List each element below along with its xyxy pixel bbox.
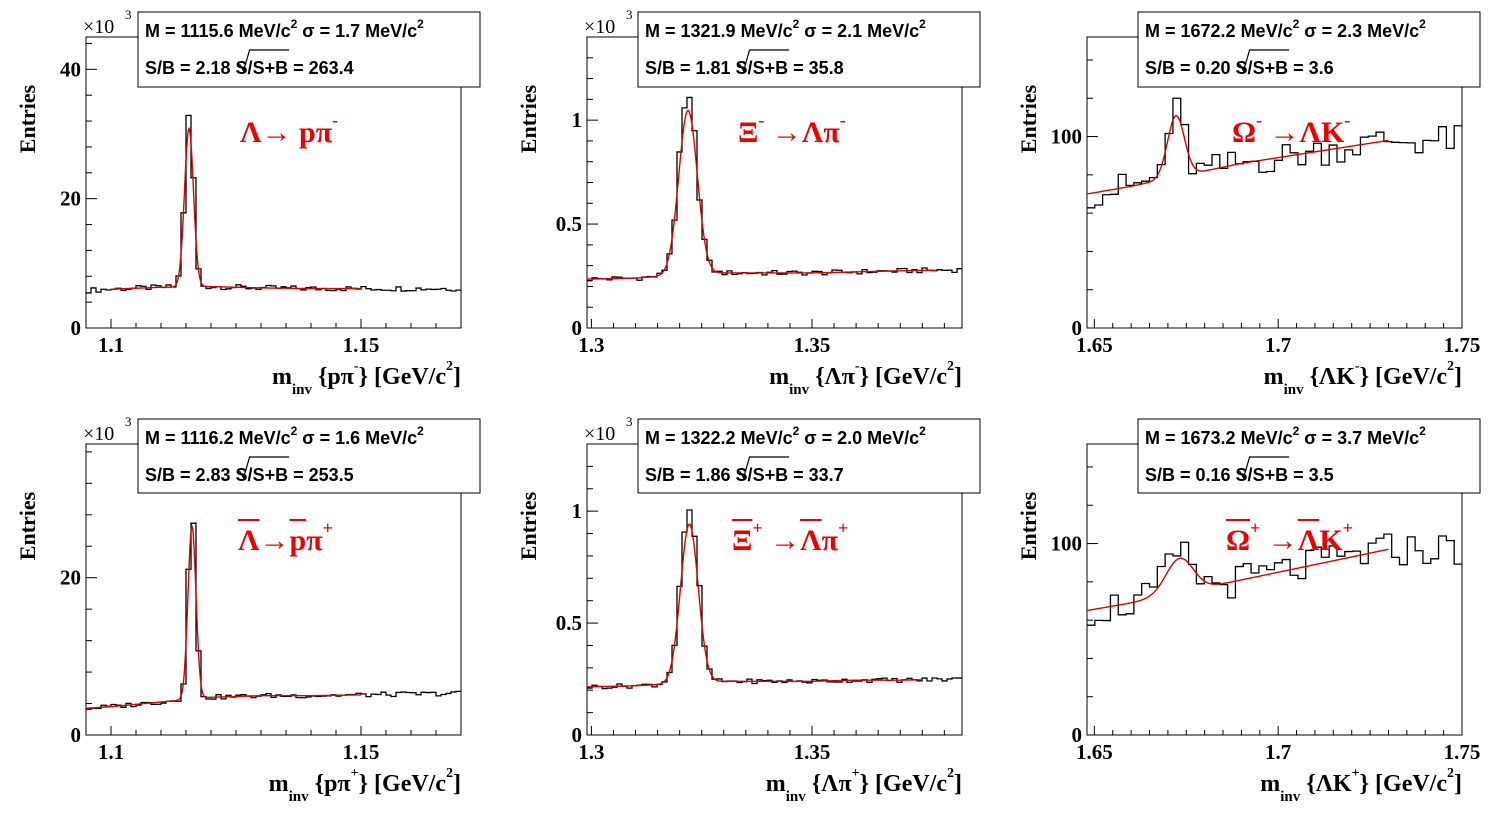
panel-1: 1.1 1.15 0 20 40×10 3 Entries minv {pπ-} [GeV/c… [15,7,481,398]
y-tick-label: 100 [1051,125,1083,149]
stats-line-mass: M = 1672.2 MeV/c2 σ = 2.3 MeV/c2 [1145,17,1426,41]
stats-line-significance: S/B = 1.86 S/S+B = 33.7 [645,465,844,485]
histogram [1087,533,1462,626]
stats-line-mass: M = 1322.2 MeV/c2 σ = 2.0 MeV/c2 [645,424,926,448]
sqrt-sign [739,49,790,73]
y-tick-label: 0.5 [556,212,582,236]
x-tick-label: 1.1 [98,740,124,764]
sqrt-sign [239,456,290,480]
fit-curve [1086,548,1389,612]
x-tick-label: 1.75 [1444,333,1481,357]
stats-box [1137,418,1481,494]
stats-line-mass: M = 1115.6 MeV/c2 σ = 1.7 MeV/c2 [145,17,424,41]
x-axis-label: minv {ΛK+} [GeV/c2] [1260,766,1462,805]
y-tick-label: 20 [60,187,81,211]
y-exponent-sup: 3 [125,7,132,22]
stats-box [1137,11,1481,88]
reaction-label: Λ→pπ+ [238,518,333,557]
x-tick-label: 1.3 [578,333,604,357]
x-axis-label: minv {Λπ-} [GeV/c2] [769,359,962,398]
stats-box [637,418,981,494]
reaction-label: Ω- →ΛK- [1232,110,1350,149]
panel-2: 1.3 1.35 0 0.5 1 ×10 3 Entries minv {Λπ-} [GeV/c… [516,7,981,398]
sqrt-sign [1239,456,1290,480]
y-tick-label: 0 [572,316,583,340]
y-exponent: ×10 [584,423,615,445]
x-tick-label: 1.7 [1265,740,1291,764]
x-tick-label: 1.15 [343,333,380,357]
y-exponent: ×10 [83,16,114,38]
y-exponent: ×10 [584,16,615,38]
stats-line-mass: M = 1673.2 MeV/c2 σ = 3.7 MeV/c2 [1145,424,1426,448]
x-tick-label: 1.35 [794,740,831,764]
fit-curve [586,109,936,280]
fit-curve [110,126,361,290]
y-axis-label: Entries [15,491,40,560]
stats-line-significance: S/B = 2.83 S/S+B = 253.5 [145,465,354,485]
reaction-label: Ξ+ →Λπ+ [732,518,848,557]
y-tick-label: 0 [71,723,82,747]
x-axis-label: minv {pπ+} [GeV/c2] [269,766,461,805]
fit-curve [1086,115,1389,195]
sqrt-sign [239,49,290,73]
sqrt-sign [1239,49,1290,73]
x-tick-label: 1.3 [578,740,604,764]
x-tick-label: 1.15 [343,740,380,764]
y-axis-label: Entries [516,84,541,153]
y-exponent: ×10 [83,423,114,445]
histogram [1087,97,1462,209]
stats-box [137,11,481,88]
panel-3: 1.65 1.7 1.75 0 100 Entries minv {ΛK-} [GeV/c2… [1016,11,1481,398]
y-tick-label: 40 [60,57,81,81]
y-tick-label: 0 [1072,723,1083,747]
stats-box [637,11,981,88]
y-exponent-sup: 3 [125,414,132,429]
sqrt-sign [739,456,790,480]
y-tick-label: 0 [71,316,82,340]
fit-curve [85,523,362,709]
y-tick-label: 0 [572,723,583,747]
x-tick-label: 1.75 [1444,740,1481,764]
stats-line-significance: S/B = 2.18 S/S+B = 263.4 [145,58,354,78]
x-axis-label: minv {pπ-} [GeV/c2] [272,359,461,398]
reaction-label: Ξ- →Λπ- [738,110,846,149]
stats-line-significance: S/B = 0.16 S/S+B = 3.5 [1145,465,1334,485]
panel-4: 1.1 1.15 0 20 ×10 3 Entries minv {pπ+} [GeV/c2]… [15,414,481,805]
x-tick-label: 1.35 [794,333,831,357]
stats-box [137,418,481,494]
y-axis-label: Entries [1016,84,1041,153]
histogram [86,114,461,294]
y-tick-label: 0.5 [556,611,582,635]
y-exponent-sup: 3 [626,414,633,429]
y-tick-label: 20 [60,566,81,590]
y-axis-label: Entries [1016,491,1041,560]
x-axis-label: minv {Λπ+} [GeV/c2] [766,766,962,805]
y-tick-label: 0 [1072,316,1083,340]
x-tick-label: 1.7 [1265,333,1291,357]
panel-6: 1.65 1.7 1.75 0 100 Entries minv {ΛK+} [GeV/c2… [1016,418,1481,805]
panel-5: 1.3 1.35 0 0.5 1 ×10 3 Entries minv {Λπ+} [GeV/c… [516,414,981,805]
y-axis-label: Entries [516,491,541,560]
y-tick-label: 1 [572,499,583,523]
stats-line-mass: M = 1321.9 MeV/c2 σ = 2.1 MeV/c2 [645,17,926,41]
x-axis-label: minv {ΛK-} [GeV/c2] [1264,359,1462,398]
stats-line-significance: S/B = 0.20 S/S+B = 3.6 [1145,58,1334,78]
y-tick-label: 100 [1051,532,1083,556]
y-axis-label: Entries [15,84,40,153]
x-tick-label: 1.65 [1076,333,1113,357]
stats-line-mass: M = 1116.2 MeV/c2 σ = 1.6 MeV/c2 [145,424,424,448]
reaction-label: Λ→ pπ- [240,110,338,149]
y-tick-label: 1 [572,108,583,132]
fit-curve [586,523,923,688]
y-exponent-sup: 3 [626,7,633,22]
x-tick-label: 1.65 [1076,740,1113,764]
reaction-label: Ω+ →ΛK+ [1226,518,1353,557]
x-tick-label: 1.1 [98,333,124,357]
stats-line-significance: S/B = 1.81 S/S+B = 35.8 [645,58,844,78]
